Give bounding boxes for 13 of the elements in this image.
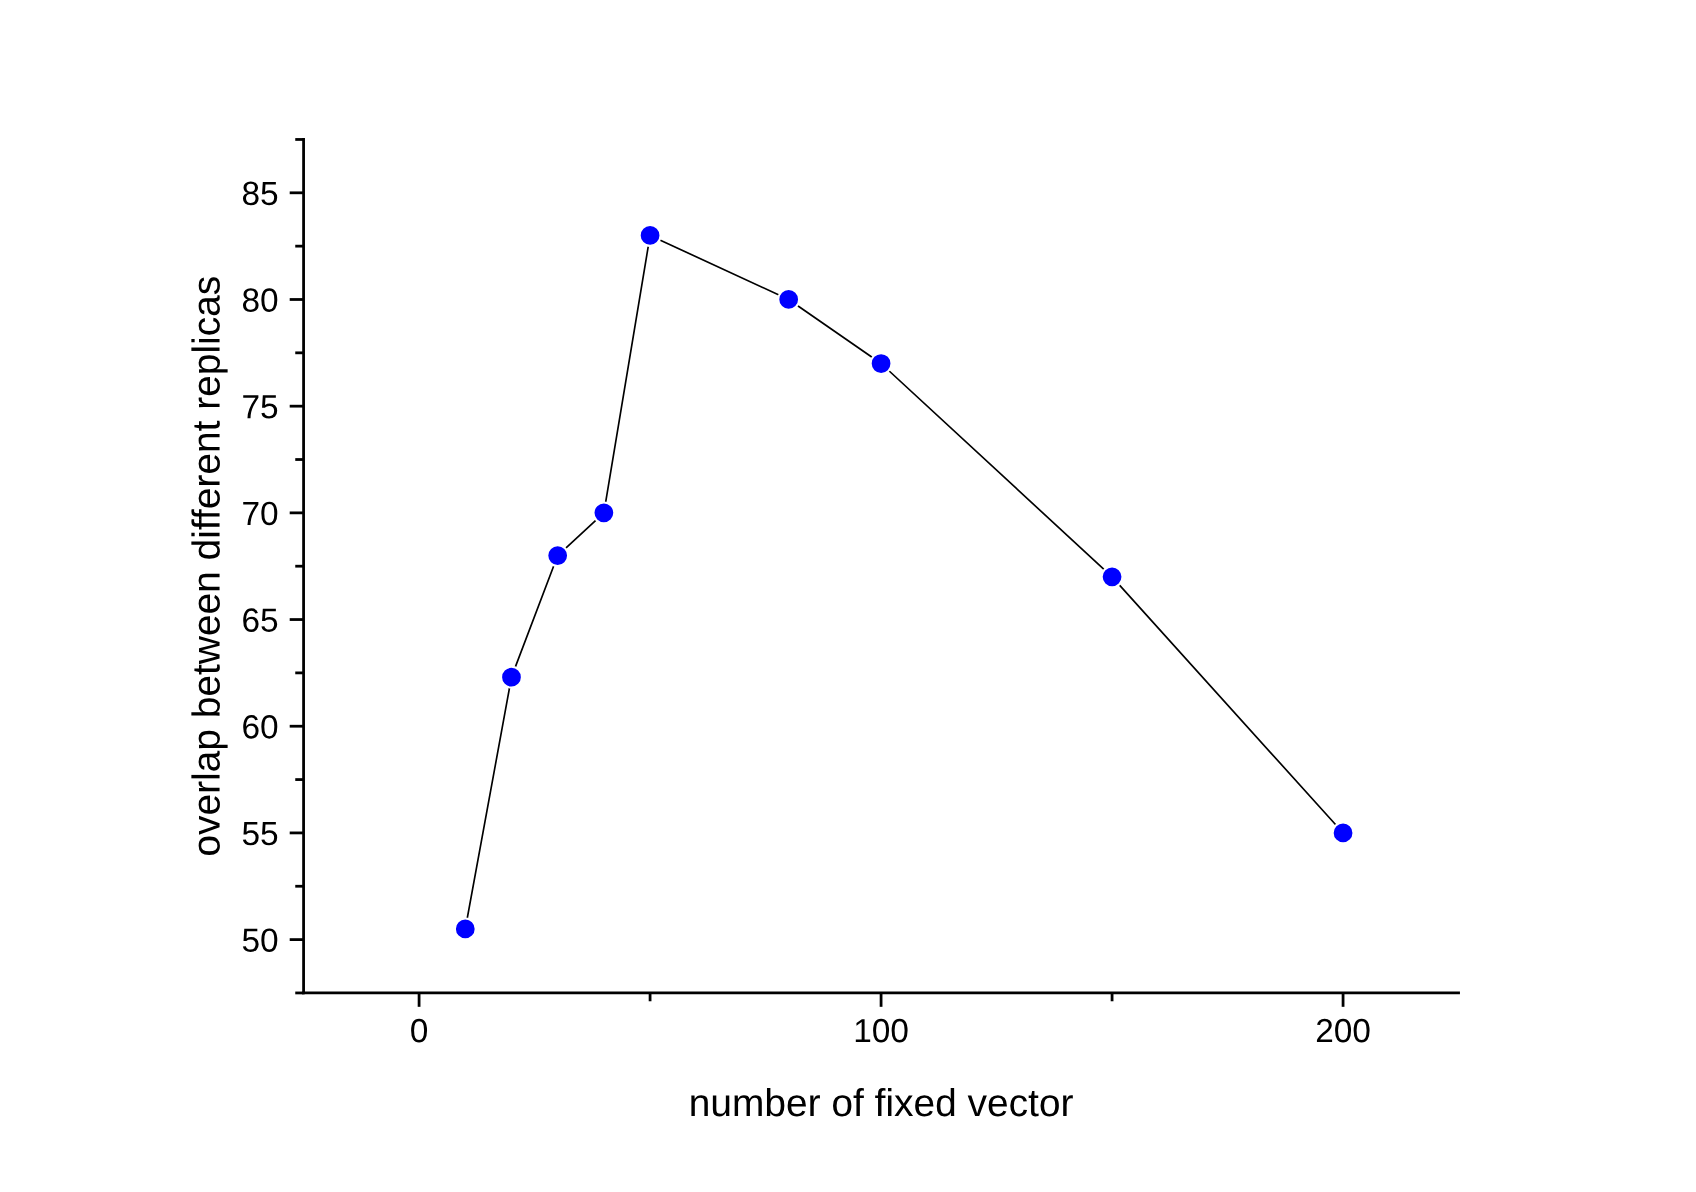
y-axis-title: overlap between different replicas (191, 277, 228, 855)
y-tick-label: 70 (243, 501, 278, 526)
x-axis-title: number of fixed vector (691, 1087, 1073, 1117)
y-tick-label: 65 (243, 608, 278, 632)
x-tick-label: 200 (1316, 1018, 1370, 1043)
x-tick-label: 0 (411, 1018, 428, 1043)
x-tick-label: 100 (855, 1018, 908, 1043)
y-tick-label: 60 (243, 715, 278, 739)
y-tick-label: 50 (242, 928, 278, 952)
y-tick-label: 85 (242, 181, 278, 206)
y-tick-label: 55 (242, 822, 278, 846)
y-tick-label: 80 (242, 288, 278, 312)
y-tick-label: 75 (243, 395, 278, 419)
